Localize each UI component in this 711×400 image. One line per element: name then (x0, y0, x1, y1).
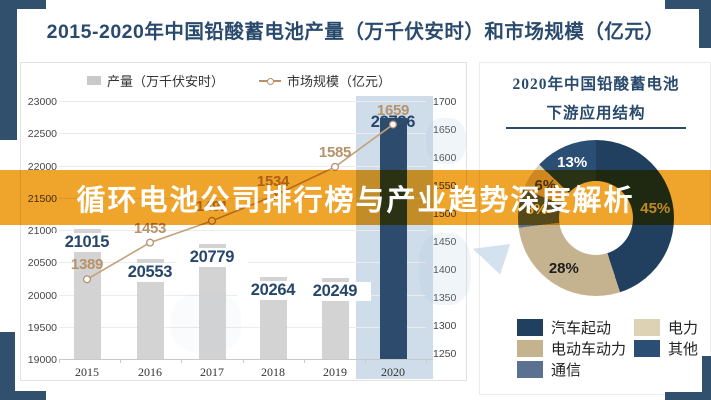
bar-value-2019: 20249 (299, 282, 371, 302)
legend-label: 电动车动力 (551, 342, 627, 358)
line-swatch (259, 76, 281, 85)
watermark-blob (426, 118, 466, 164)
x-axis-tick (242, 359, 244, 363)
legend-item-电动车动力: 电动车动力 (517, 338, 626, 359)
legend-item-production: 产量（万千伏安时） (87, 71, 224, 90)
legend-swatch (517, 319, 543, 336)
left-axis-tick: 21000 (27, 225, 57, 237)
bar-swatch (87, 76, 101, 85)
left-axis-tick: 23000 (27, 96, 57, 108)
watermark-blob (171, 293, 241, 353)
x-axis-tick (364, 359, 366, 363)
legend-label: 汽车起动 (551, 321, 612, 337)
frame-corner-top-left-h (0, 0, 46, 9)
legend-item-通信: 通信 (517, 359, 581, 380)
legend-label: 市场规模（亿元） (287, 74, 392, 89)
left-axis-tick: 22000 (27, 160, 57, 173)
legend-item-market: 市场规模（亿元） (259, 71, 391, 90)
plot-area: 2300022500220002150021000205002000019500… (21, 63, 466, 380)
pie-label-电动车动力: 28% (548, 259, 579, 277)
left-axis-tick: 20000 (27, 289, 57, 302)
x-axis-label-2019: 2019 (323, 365, 347, 379)
left-axis-tick: 20500 (27, 257, 57, 270)
page-title: 2015-2020年中国铅酸蓄电池产量（万千伏安时）和市场规模（亿元） (46, 21, 665, 43)
x-axis-tick (181, 359, 183, 363)
frame-corner-top-right-h (665, 0, 711, 9)
legend-swatch (517, 361, 543, 378)
gridline (59, 326, 426, 328)
donut-title-line2: 下游应用结构 (546, 105, 646, 122)
legend-label: 电力 (668, 321, 699, 337)
frame-corner-top-right-v (699, 0, 711, 48)
legend-label: 通信 (551, 363, 582, 379)
legend-item-电力: 电力 (634, 317, 698, 338)
frame-corner-bottom-left-h (0, 391, 46, 400)
watermark-blob (419, 233, 471, 305)
line-value-2019: 1585 (318, 143, 352, 161)
x-axis-tick (303, 359, 305, 363)
right-axis-tick: 1600 (433, 152, 457, 164)
legend-swatch (634, 340, 660, 357)
left-axis-tick: 19000 (27, 354, 57, 366)
bar-value-2017: 20779 (176, 248, 248, 268)
gridline (59, 101, 426, 102)
banner-headline: 循环电池公司排行榜与产业趋势深度解析 (76, 184, 635, 217)
x-axis-tick (426, 359, 427, 363)
donut-title-line1: 2020年中国铅酸蓄电池 (512, 76, 680, 93)
x-axis-tick (59, 359, 60, 363)
bar-2020 (379, 118, 407, 359)
x-axis-line (59, 359, 433, 360)
x-axis-tick (120, 359, 122, 363)
title-underline (506, 127, 686, 129)
donut-legend: 汽车起动 电力电动车动力 其他通信 (480, 63, 710, 394)
line-value-2020: 1659 (376, 101, 410, 119)
right-axis-tick: 1250 (433, 348, 457, 360)
legend-label: 其他 (668, 342, 699, 358)
frame-corner-bottom-left-v (0, 332, 15, 400)
legend-item-汽车起动: 汽车起动 (517, 317, 611, 338)
pie-label-其他: 13% (557, 153, 588, 171)
bar-value-2015: 21015 (51, 233, 123, 253)
gridline (59, 230, 426, 231)
frame-corner-bottom-right-v (702, 356, 711, 400)
left-axis-tick: 19500 (27, 321, 57, 334)
left-axis-tick: 22500 (27, 128, 57, 141)
legend-label: 产量（万千伏安时） (107, 74, 225, 89)
gridline (59, 165, 426, 167)
bar-value-2018: 20264 (237, 281, 309, 301)
x-axis-label-2018: 2018 (261, 365, 285, 379)
frame-corner-top-left-v (0, 0, 17, 140)
gridline (59, 133, 426, 135)
legend-swatch (634, 319, 660, 336)
x-axis-label-2020: 2020 (381, 365, 405, 379)
left-chart-legend: 产量（万千伏安时） 市场规模（亿元） (21, 69, 468, 93)
x-axis-label-2017: 2017 (200, 365, 224, 379)
right-axis-tick: 1700 (433, 96, 457, 108)
line-value-2015: 1389 (70, 256, 104, 274)
right-axis-tick: 1350 (433, 292, 457, 304)
x-axis-label-2015: 2015 (75, 365, 99, 379)
right-axis-tick: 1450 (433, 236, 457, 248)
right-axis-tick: 1300 (433, 320, 457, 332)
downstream-structure-panel: 2020年中国铅酸蓄电池 下游应用结构 45%28%8%6%13% 汽车起动电力… (479, 62, 711, 395)
legend-item-其他: 其他 (634, 338, 698, 359)
legend-swatch (517, 340, 543, 357)
right-axis-tick: 1400 (433, 264, 457, 276)
frame-corner-bottom-right-h (665, 392, 711, 400)
right-axis-tick: 1650 (433, 124, 457, 136)
x-axis-label-2016: 2016 (138, 365, 162, 379)
